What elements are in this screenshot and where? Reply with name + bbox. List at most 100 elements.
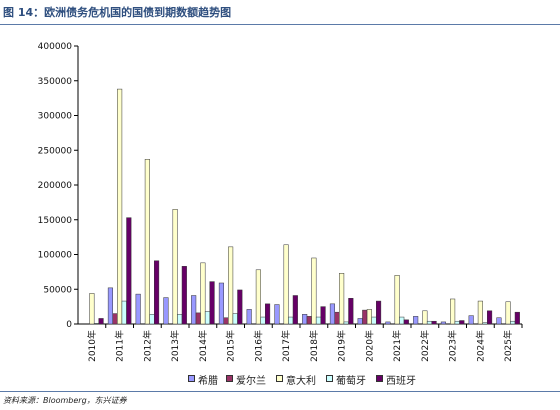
bar-西班牙-2013年 (181, 266, 187, 325)
y-tick-label: 400000 (38, 42, 73, 52)
bar-西班牙-2023年 (459, 320, 465, 325)
legend-swatch (276, 375, 283, 382)
bar-葡萄牙-2016年 (260, 316, 266, 325)
bar-意大利-2018年 (311, 257, 317, 325)
bar-西班牙-2016年 (265, 303, 271, 325)
legend-swatch (226, 375, 233, 382)
legend-label: 意大利 (286, 376, 316, 387)
bar-葡萄牙-2017年 (288, 316, 294, 325)
bar-爱尔兰-2019年 (334, 311, 340, 325)
bar-西班牙-2024年 (487, 310, 493, 325)
x-tick-label: 2012年 (141, 330, 153, 362)
legend-label: 葡萄牙 (336, 376, 366, 387)
y-tick-label: 300000 (38, 112, 73, 122)
bar-意大利-2014年 (200, 262, 206, 325)
bar-爱尔兰-2020年 (362, 309, 368, 325)
bar-意大利-2013年 (172, 209, 178, 325)
bar-葡萄牙-2018年 (315, 316, 322, 325)
y-tick-label: 0 (66, 320, 72, 330)
bar-西班牙-2014年 (209, 281, 215, 325)
bar-爱尔兰-2015年 (223, 317, 229, 325)
bar-希腊-2016年 (246, 309, 252, 325)
bar-西班牙-2012年 (154, 260, 160, 325)
x-tick-label: 2014年 (197, 330, 209, 362)
bar-葡萄牙-2010年 (93, 323, 100, 325)
bar-西班牙-2018年 (320, 306, 326, 325)
x-tick-label: 2023年 (447, 330, 459, 362)
bar-西班牙-2022年 (431, 320, 437, 325)
bar-意大利-2015年 (228, 246, 234, 325)
bar-希腊-2011年 (107, 287, 113, 325)
bar-意大利-2025年 (505, 301, 511, 325)
bar-意大利-2019年 (339, 273, 345, 325)
x-tick-label: 2015年 (225, 330, 237, 362)
legend-swatch (376, 375, 383, 382)
legend-label: 爱尔兰 (236, 376, 266, 387)
y-tick-label: 50000 (43, 285, 72, 295)
bar-爱尔兰-2011年 (112, 313, 118, 325)
bar-意大利-2016年 (255, 269, 261, 325)
bar-葡萄牙-2013年 (177, 314, 183, 325)
bar-葡萄牙-2021年 (399, 316, 405, 325)
x-tick-label: 2025年 (502, 330, 514, 362)
bar-希腊-2024年 (468, 315, 474, 325)
x-tick-label: 2017年 (280, 330, 292, 362)
source-note: 资料来源：Bloomberg，东兴证券 (3, 396, 127, 405)
bar-意大利-2023年 (450, 298, 456, 325)
bar-意大利-2017年 (283, 244, 289, 325)
bar-希腊-2017年 (274, 304, 280, 325)
legend-swatch (326, 375, 333, 382)
legend-label: 西班牙 (386, 376, 416, 387)
bar-西班牙-2025年 (514, 311, 520, 325)
x-tick-label: 2013年 (169, 330, 181, 362)
bar-希腊-2014年 (191, 295, 197, 325)
bar-希腊-2025年 (496, 317, 502, 325)
bar-爱尔兰-2018年 (306, 316, 312, 325)
x-tick-label: 2016年 (252, 330, 264, 362)
bar-葡萄牙-2015年 (232, 313, 238, 325)
y-tick-label: 200000 (38, 181, 73, 191)
x-tick-label: 2019年 (336, 330, 348, 362)
bar-葡萄牙-2025年 (510, 320, 516, 325)
bar-chart: 0 50000 100000 150000 200000 250000 300000 3500… (38, 42, 523, 362)
bar-葡萄牙-2024年 (482, 322, 488, 325)
y-tick-label: 150000 (38, 216, 73, 226)
source-bar: 资料来源：Bloomberg，东兴证券 (0, 391, 560, 410)
bar-希腊-2023年 (440, 321, 446, 325)
x-tick-label: 2010年 (86, 330, 98, 362)
bar-西班牙-2017年 (292, 295, 298, 325)
bar-希腊-2013年 (163, 297, 169, 325)
bar-葡萄牙-2019年 (343, 321, 349, 325)
bar-西班牙-2011年 (126, 217, 132, 325)
bar-葡萄牙-2012年 (149, 314, 155, 325)
bar-希腊-2020年 (357, 318, 363, 325)
bar-希腊-2019年 (329, 303, 335, 325)
x-tick-label: 2020年 (363, 330, 375, 362)
bar-西班牙-2019年 (348, 298, 354, 325)
chart-title: 图 14：欧洲债务危机国的国债到期数额趋势图 (3, 6, 232, 19)
bar-葡萄牙-2011年 (121, 300, 127, 325)
bar-西班牙-2021年 (403, 319, 409, 325)
bar-意大利-2024年 (477, 300, 483, 325)
bar-希腊-2018年 (302, 314, 308, 325)
bar-葡萄牙-2020年 (371, 316, 377, 325)
x-tick-label: 2022年 (419, 330, 431, 362)
y-tick-label: 350000 (38, 77, 73, 87)
legend-label: 希腊 (198, 376, 218, 387)
bar-希腊-2015年 (218, 282, 224, 325)
bar-意大利-2022年 (422, 310, 428, 325)
title-bar: 图 14：欧洲债务危机国的国债到期数额趋势图 (0, 0, 560, 25)
bar-希腊-2012年 (135, 293, 141, 325)
bar-葡萄牙-2014年 (204, 311, 211, 325)
bar-希腊-2022年 (413, 316, 419, 325)
legend-swatch (188, 375, 195, 382)
y-tick-label: 100000 (38, 251, 73, 261)
bar-西班牙-2015年 (237, 289, 243, 325)
bar-希腊-2021年 (385, 321, 391, 325)
x-tick-label: 2018年 (308, 330, 320, 362)
x-tick-label: 2024年 (474, 330, 486, 362)
bar-意大利-2010年 (89, 293, 95, 325)
y-tick-label: 250000 (38, 146, 73, 156)
bar-意大利-2020年 (366, 309, 372, 325)
bar-意大利-2012年 (144, 159, 150, 325)
